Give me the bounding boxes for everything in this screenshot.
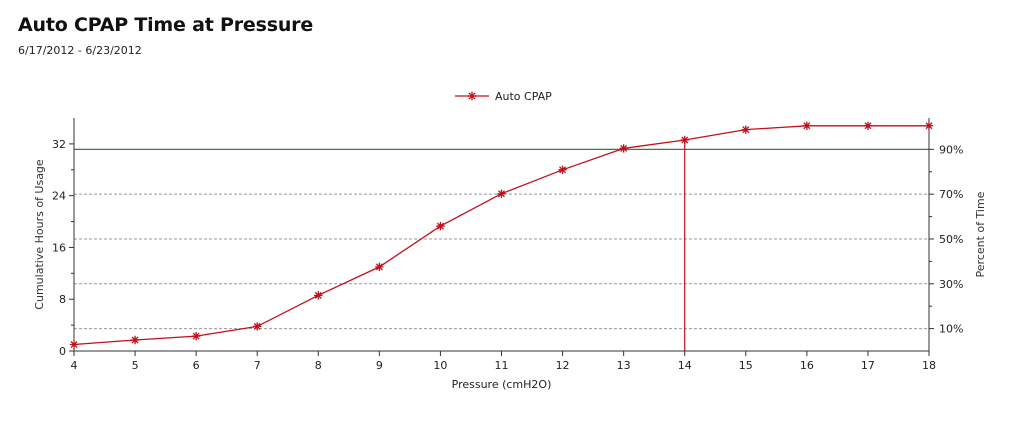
x-tick-label: 4 xyxy=(71,359,78,372)
y2-tick-label: 90% xyxy=(939,143,963,156)
axes: 4 5 6 7 8 9 10 11 12 13 14 15 16 17 18 0 8 16 24 32 10% 30% 50… xyxy=(52,118,963,372)
x-tick-label: 13 xyxy=(617,359,631,372)
legend-label: Auto CPAP xyxy=(495,90,552,103)
x-tick-label: 6 xyxy=(193,359,200,372)
data-point xyxy=(802,121,812,130)
y-tick-label: 16 xyxy=(52,241,66,254)
legend-marker xyxy=(467,91,477,101)
series-auto-cpap xyxy=(69,121,934,349)
y-tick-label: 8 xyxy=(59,293,66,306)
data-point xyxy=(253,322,262,331)
y2-tick-label: 10% xyxy=(939,323,963,336)
grid-lines xyxy=(74,193,929,330)
x-tick-label: 12 xyxy=(556,359,570,372)
reference-lines xyxy=(74,140,929,351)
y2-tick-label: 70% xyxy=(939,188,963,201)
x-tick-label: 11 xyxy=(495,359,509,372)
x-tick-label: 8 xyxy=(315,359,322,372)
data-point xyxy=(680,135,689,145)
data-point xyxy=(375,262,384,272)
x-tick-label: 17 xyxy=(861,359,875,372)
x-tick-label: 16 xyxy=(800,359,814,372)
legend: Auto CPAP xyxy=(455,90,552,103)
series-line xyxy=(73,125,929,346)
data-point xyxy=(191,331,201,341)
date-range: 6/17/2012 - 6/23/2012 xyxy=(18,44,142,57)
x-tick-label: 5 xyxy=(132,359,139,372)
chart-title: Auto CPAP Time at Pressure xyxy=(18,14,314,36)
data-point xyxy=(741,125,750,134)
data-point xyxy=(130,335,140,345)
data-point xyxy=(497,189,506,198)
data-point xyxy=(69,340,79,349)
data-point xyxy=(924,121,934,130)
y-tick-label: 0 xyxy=(59,345,66,358)
data-point xyxy=(314,291,323,300)
y2-axis-title: Percent of Time xyxy=(974,191,987,277)
data-point xyxy=(863,121,873,130)
y-tick-label: 24 xyxy=(52,190,66,203)
data-point xyxy=(436,221,445,231)
y2-tick-label: 50% xyxy=(939,233,963,246)
y-tick-label: 32 xyxy=(52,138,66,151)
x-axis-title: Pressure (cmH2O) xyxy=(452,378,552,391)
x-tick-label: 7 xyxy=(254,359,261,372)
x-tick-label: 15 xyxy=(739,359,753,372)
x-tick-label: 10 xyxy=(433,359,447,372)
x-tick-label: 18 xyxy=(922,359,936,372)
x-tick-label: 14 xyxy=(678,359,692,372)
y-axis-title: Cumulative Hours of Usage xyxy=(33,159,46,310)
x-tick-label: 9 xyxy=(376,359,383,372)
y2-tick-label: 30% xyxy=(939,278,963,291)
data-point xyxy=(619,144,628,153)
data-point xyxy=(558,165,567,174)
axis-labels: Pressure (cmH2O) Cumulative Hours of Usag… xyxy=(33,159,987,391)
